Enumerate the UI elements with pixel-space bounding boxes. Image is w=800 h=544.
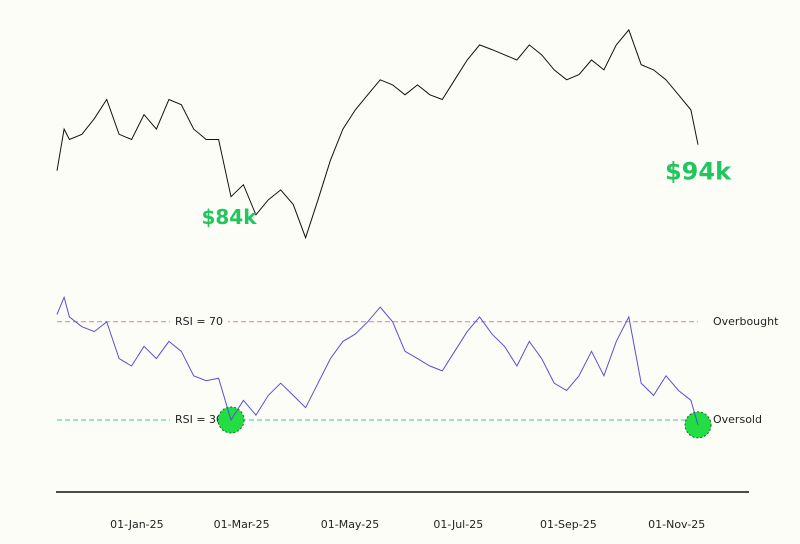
series-line	[56, 295, 699, 426]
annotation: $94k	[665, 158, 732, 186]
reference-label-bg	[170, 412, 228, 427]
series-line	[56, 28, 699, 240]
x-tick-label: 01-May-25	[321, 518, 379, 531]
x-tick-label: 01-Jul-25	[433, 518, 483, 531]
reference-label-bg	[170, 314, 228, 329]
annotation: $84k	[201, 205, 257, 229]
x-tick-label: 01-Jan-25	[110, 518, 164, 531]
x-tick-label: 01-Nov-25	[648, 518, 705, 531]
reference-label: RSI = 30	[175, 413, 223, 426]
x-tick-label: 01-Sep-25	[540, 518, 597, 531]
reference-note: Overbought	[713, 315, 779, 328]
x-tick-label: 01-Mar-25	[214, 518, 270, 531]
reference-label: RSI = 70	[175, 315, 223, 328]
reference-note: Oversold	[713, 413, 762, 426]
